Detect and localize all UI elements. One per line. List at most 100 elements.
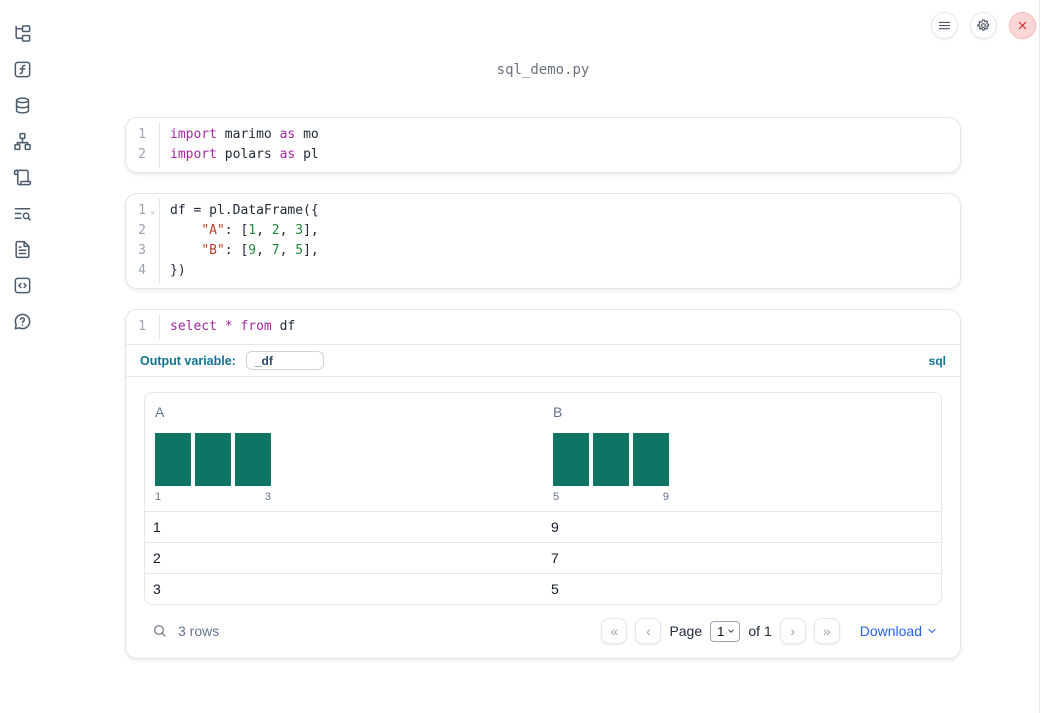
line-number: 1 bbox=[138, 127, 146, 142]
page-label: Page bbox=[669, 623, 703, 639]
menu-icon bbox=[938, 21, 951, 30]
hist-bar bbox=[553, 433, 589, 486]
page-select-value: 1 bbox=[717, 623, 725, 639]
code-line: 3 "B": [9, 7, 5], bbox=[126, 241, 960, 261]
code-text: "A": [1, 2, 3], bbox=[201, 223, 319, 238]
download-button[interactable]: Download bbox=[860, 623, 938, 639]
fold-slot bbox=[146, 125, 159, 145]
last-page-button[interactable]: » bbox=[813, 618, 840, 644]
code-text: import polars as pl bbox=[170, 147, 319, 162]
code-cell-dataframe[interactable]: 1 ⌄ df = pl.DataFrame({2 "A": [1, 2, 3], 3 … bbox=[125, 193, 961, 289]
table-cell: 5 bbox=[551, 581, 559, 597]
line-number: 4 bbox=[138, 263, 146, 278]
table-cell: 2 bbox=[153, 550, 161, 566]
next-page-button[interactable]: › bbox=[779, 618, 806, 644]
hist-bar bbox=[593, 433, 629, 486]
line-number: 3 bbox=[138, 243, 146, 258]
language-badge: sql bbox=[928, 353, 946, 368]
close-icon bbox=[1018, 21, 1027, 30]
output-variable-label: Output variable: bbox=[140, 353, 236, 368]
histogram-a bbox=[155, 433, 533, 486]
fold-chevron-icon[interactable]: ⌄ bbox=[150, 206, 155, 215]
table-cell: 3 bbox=[153, 581, 161, 597]
line-number: 1 bbox=[138, 203, 146, 218]
window-controls bbox=[931, 12, 1036, 39]
download-label: Download bbox=[859, 623, 922, 639]
histogram-b bbox=[553, 433, 931, 486]
output-variable-row: Output variable: sql bbox=[126, 344, 960, 377]
sql-editor[interactable]: 1 select * from df bbox=[126, 310, 960, 344]
code-line: 2 import polars as pl bbox=[126, 145, 960, 165]
hist-bar bbox=[195, 433, 231, 486]
database-icon[interactable] bbox=[13, 96, 32, 115]
output-variable-input[interactable] bbox=[245, 351, 324, 370]
sql-cell: 1 select * from df Output variable: sql A… bbox=[125, 309, 961, 659]
notebook-filename: sql_demo.py bbox=[496, 62, 590, 78]
table-footer: 3 rows « ‹ Page 1 of 1 › » Download bbox=[144, 605, 942, 648]
help-circle-icon[interactable] bbox=[13, 312, 32, 331]
line-number: 1 bbox=[138, 319, 146, 334]
fold-slot bbox=[146, 145, 159, 165]
code-text: }) bbox=[170, 263, 186, 278]
table-cell: 7 bbox=[551, 550, 559, 566]
folder-tree-icon[interactable] bbox=[13, 24, 32, 43]
line-number: 2 bbox=[138, 147, 146, 162]
hist-tick: 3 bbox=[264, 491, 271, 503]
function-square-icon[interactable] bbox=[13, 60, 32, 79]
chevron-down-icon bbox=[728, 629, 735, 633]
table-cell: 1 bbox=[153, 519, 161, 535]
sidebar bbox=[0, 0, 44, 713]
hist-bar bbox=[235, 433, 271, 486]
fold-slot bbox=[146, 241, 159, 261]
code-line: 1 import marimo as mo bbox=[126, 125, 960, 145]
file-text-icon[interactable] bbox=[13, 240, 32, 259]
gear-icon bbox=[977, 19, 990, 31]
chevron-down-icon bbox=[928, 629, 936, 633]
code-square-icon[interactable] bbox=[13, 276, 32, 295]
code-line: 4}) bbox=[126, 261, 960, 281]
hist-bar bbox=[155, 433, 191, 486]
column-name: B bbox=[553, 404, 563, 420]
network-icon[interactable] bbox=[13, 132, 32, 151]
code-line: 1 select * from df bbox=[126, 317, 960, 337]
code-text: df = pl.DataFrame({ bbox=[170, 203, 319, 218]
code-line: 2 "A": [1, 2, 3], bbox=[126, 221, 960, 241]
settings-button[interactable] bbox=[970, 12, 997, 39]
notebook: 1 import marimo as mo 2 import polars as pl… bbox=[125, 117, 961, 659]
line-number: 2 bbox=[138, 223, 146, 238]
hist-tick: 5 bbox=[553, 491, 560, 503]
scroll-icon[interactable] bbox=[13, 168, 32, 187]
fold-slot bbox=[146, 261, 159, 281]
row-count: 3 rows bbox=[178, 623, 220, 639]
fold-slot bbox=[146, 317, 159, 337]
code-text: select * from df bbox=[170, 319, 296, 334]
table-cell: 9 bbox=[551, 519, 559, 535]
menu-button[interactable] bbox=[931, 12, 958, 39]
code-cell-imports[interactable]: 1 import marimo as mo 2 import polars as pl bbox=[125, 117, 961, 173]
search-icon[interactable] bbox=[152, 623, 168, 639]
column-name: A bbox=[155, 404, 165, 420]
list-search-icon[interactable] bbox=[13, 204, 32, 223]
code-line: 1 ⌄ df = pl.DataFrame({ bbox=[126, 201, 960, 221]
hist-bar bbox=[633, 433, 669, 486]
page-select[interactable]: 1 bbox=[710, 620, 741, 642]
hist-tick: 1 bbox=[155, 491, 162, 503]
first-page-button[interactable]: « bbox=[601, 618, 628, 644]
close-button[interactable] bbox=[1009, 12, 1036, 39]
code-text: "B": [9, 7, 5], bbox=[201, 243, 319, 258]
code-text: import marimo as mo bbox=[170, 127, 319, 142]
prev-page-button[interactable]: ‹ bbox=[635, 618, 662, 644]
scrollbar-track[interactable] bbox=[1039, 0, 1040, 713]
fold-slot bbox=[146, 221, 159, 241]
